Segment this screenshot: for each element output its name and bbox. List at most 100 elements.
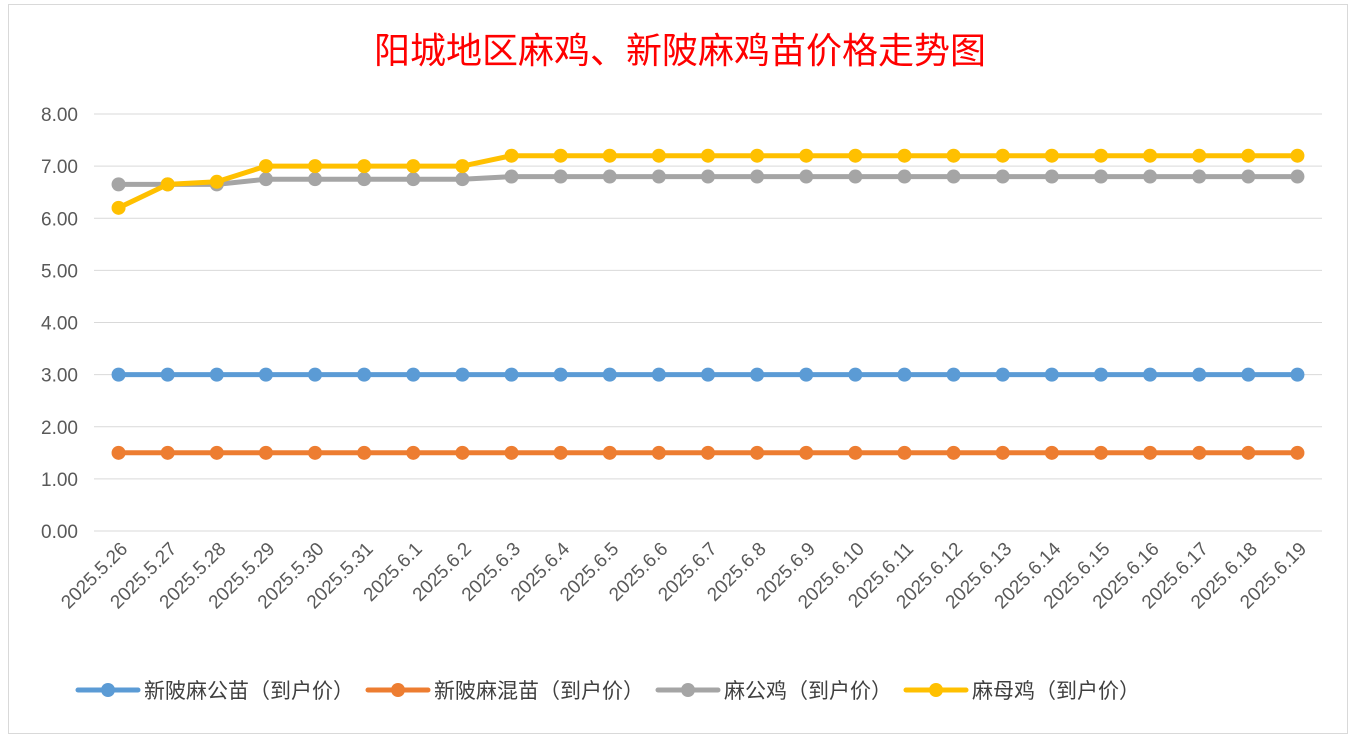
legend-item: 新陂麻混苗（到户价） (365, 679, 644, 703)
data-point (357, 445, 372, 460)
data-point (995, 169, 1010, 184)
data-point (357, 159, 372, 174)
data-point (897, 148, 912, 163)
data-point (848, 169, 863, 184)
data-point (602, 445, 617, 460)
data-point (1143, 445, 1158, 460)
data-point (455, 367, 470, 382)
legend-swatch-marker (681, 683, 695, 697)
data-point (897, 445, 912, 460)
data-point (1290, 169, 1305, 184)
legend-item: 麻公鸡（到户价） (655, 679, 892, 703)
data-point (357, 367, 372, 382)
data-point (701, 169, 715, 184)
data-point (750, 445, 765, 460)
data-point (995, 445, 1010, 460)
data-point (1143, 169, 1158, 184)
data-point (897, 367, 912, 382)
series-3 (111, 169, 1305, 192)
data-point (1143, 148, 1158, 163)
data-point (455, 172, 470, 187)
legend-swatch-marker (391, 683, 405, 697)
legend-label: 新陂麻混苗（到户价） (434, 679, 644, 703)
data-point (1093, 148, 1108, 163)
chart-frame (8, 4, 1348, 734)
series-4 (111, 148, 1305, 215)
data-point (1290, 367, 1305, 382)
data-point (602, 169, 617, 184)
data-point (308, 445, 323, 460)
y-axis-tick-labels: 0.00 1.00 2.00 3.00 4.00 5.00 6.00 7.00 8.00 (41, 105, 78, 543)
data-point (406, 367, 421, 382)
y-tick-label: 1.00 (41, 470, 78, 491)
data-point (553, 148, 568, 163)
data-point (553, 445, 568, 460)
data-point (160, 367, 175, 382)
data-point (504, 445, 519, 460)
y-tick-label: 4.00 (41, 314, 78, 335)
data-point (602, 367, 617, 382)
data-point (504, 367, 519, 382)
data-point (701, 148, 715, 163)
data-point (848, 148, 863, 163)
y-tick-label: 7.00 (41, 157, 78, 178)
data-point (406, 172, 421, 187)
data-point (651, 169, 666, 184)
data-point (1290, 445, 1305, 460)
legend-label: 麻公鸡（到户价） (724, 679, 892, 703)
data-point (455, 445, 470, 460)
legend-swatch-marker (101, 683, 115, 697)
data-point (209, 445, 224, 460)
data-point (848, 445, 863, 460)
data-point (701, 445, 715, 460)
legend-label: 麻母鸡（到户价） (972, 679, 1140, 703)
data-point (111, 367, 126, 382)
data-point (897, 169, 912, 184)
data-point (357, 172, 372, 187)
data-point (750, 148, 765, 163)
data-point (160, 445, 175, 460)
data-point (1241, 148, 1256, 163)
data-point (946, 445, 961, 460)
data-point (258, 159, 273, 174)
data-point (111, 445, 126, 460)
data-point (111, 200, 126, 215)
data-point (651, 148, 666, 163)
data-point (1241, 445, 1256, 460)
chart-title: 阳城地区麻鸡、新陂麻鸡苗价格走势图 (374, 31, 986, 72)
data-point (946, 169, 961, 184)
legend-item: 新陂麻公苗（到户价） (75, 679, 354, 703)
data-point (848, 367, 863, 382)
data-point (946, 367, 961, 382)
gridlines (94, 113, 1322, 532)
data-point (799, 445, 814, 460)
data-point (995, 148, 1010, 163)
data-point (799, 169, 814, 184)
legend-item: 麻母鸡（到户价） (903, 679, 1140, 703)
y-tick-label: 2.00 (41, 418, 78, 439)
data-point (553, 367, 568, 382)
data-point (406, 159, 421, 174)
data-point (799, 148, 814, 163)
data-point (995, 367, 1010, 382)
data-point (209, 174, 224, 189)
data-point (1044, 367, 1059, 382)
y-tick-label: 0.00 (41, 522, 78, 543)
data-point (1044, 169, 1059, 184)
data-point (799, 367, 814, 382)
data-point (750, 367, 765, 382)
data-point (750, 169, 765, 184)
data-point (258, 445, 273, 460)
data-point (651, 445, 666, 460)
data-point (308, 172, 323, 187)
data-point (1044, 148, 1059, 163)
data-point (1192, 367, 1207, 382)
series-1 (111, 367, 1305, 382)
x-axis-tick-labels: 2025.5.262025.5.272025.5.282025.5.292025… (57, 538, 1311, 613)
data-point (308, 367, 323, 382)
data-point (1143, 367, 1158, 382)
y-tick-label: 6.00 (41, 209, 78, 230)
legend: 新陂麻公苗（到户价） 新陂麻混苗（到户价） 麻公鸡（到户价） 麻母鸡（到户价） (75, 679, 1140, 703)
data-point (1192, 148, 1207, 163)
